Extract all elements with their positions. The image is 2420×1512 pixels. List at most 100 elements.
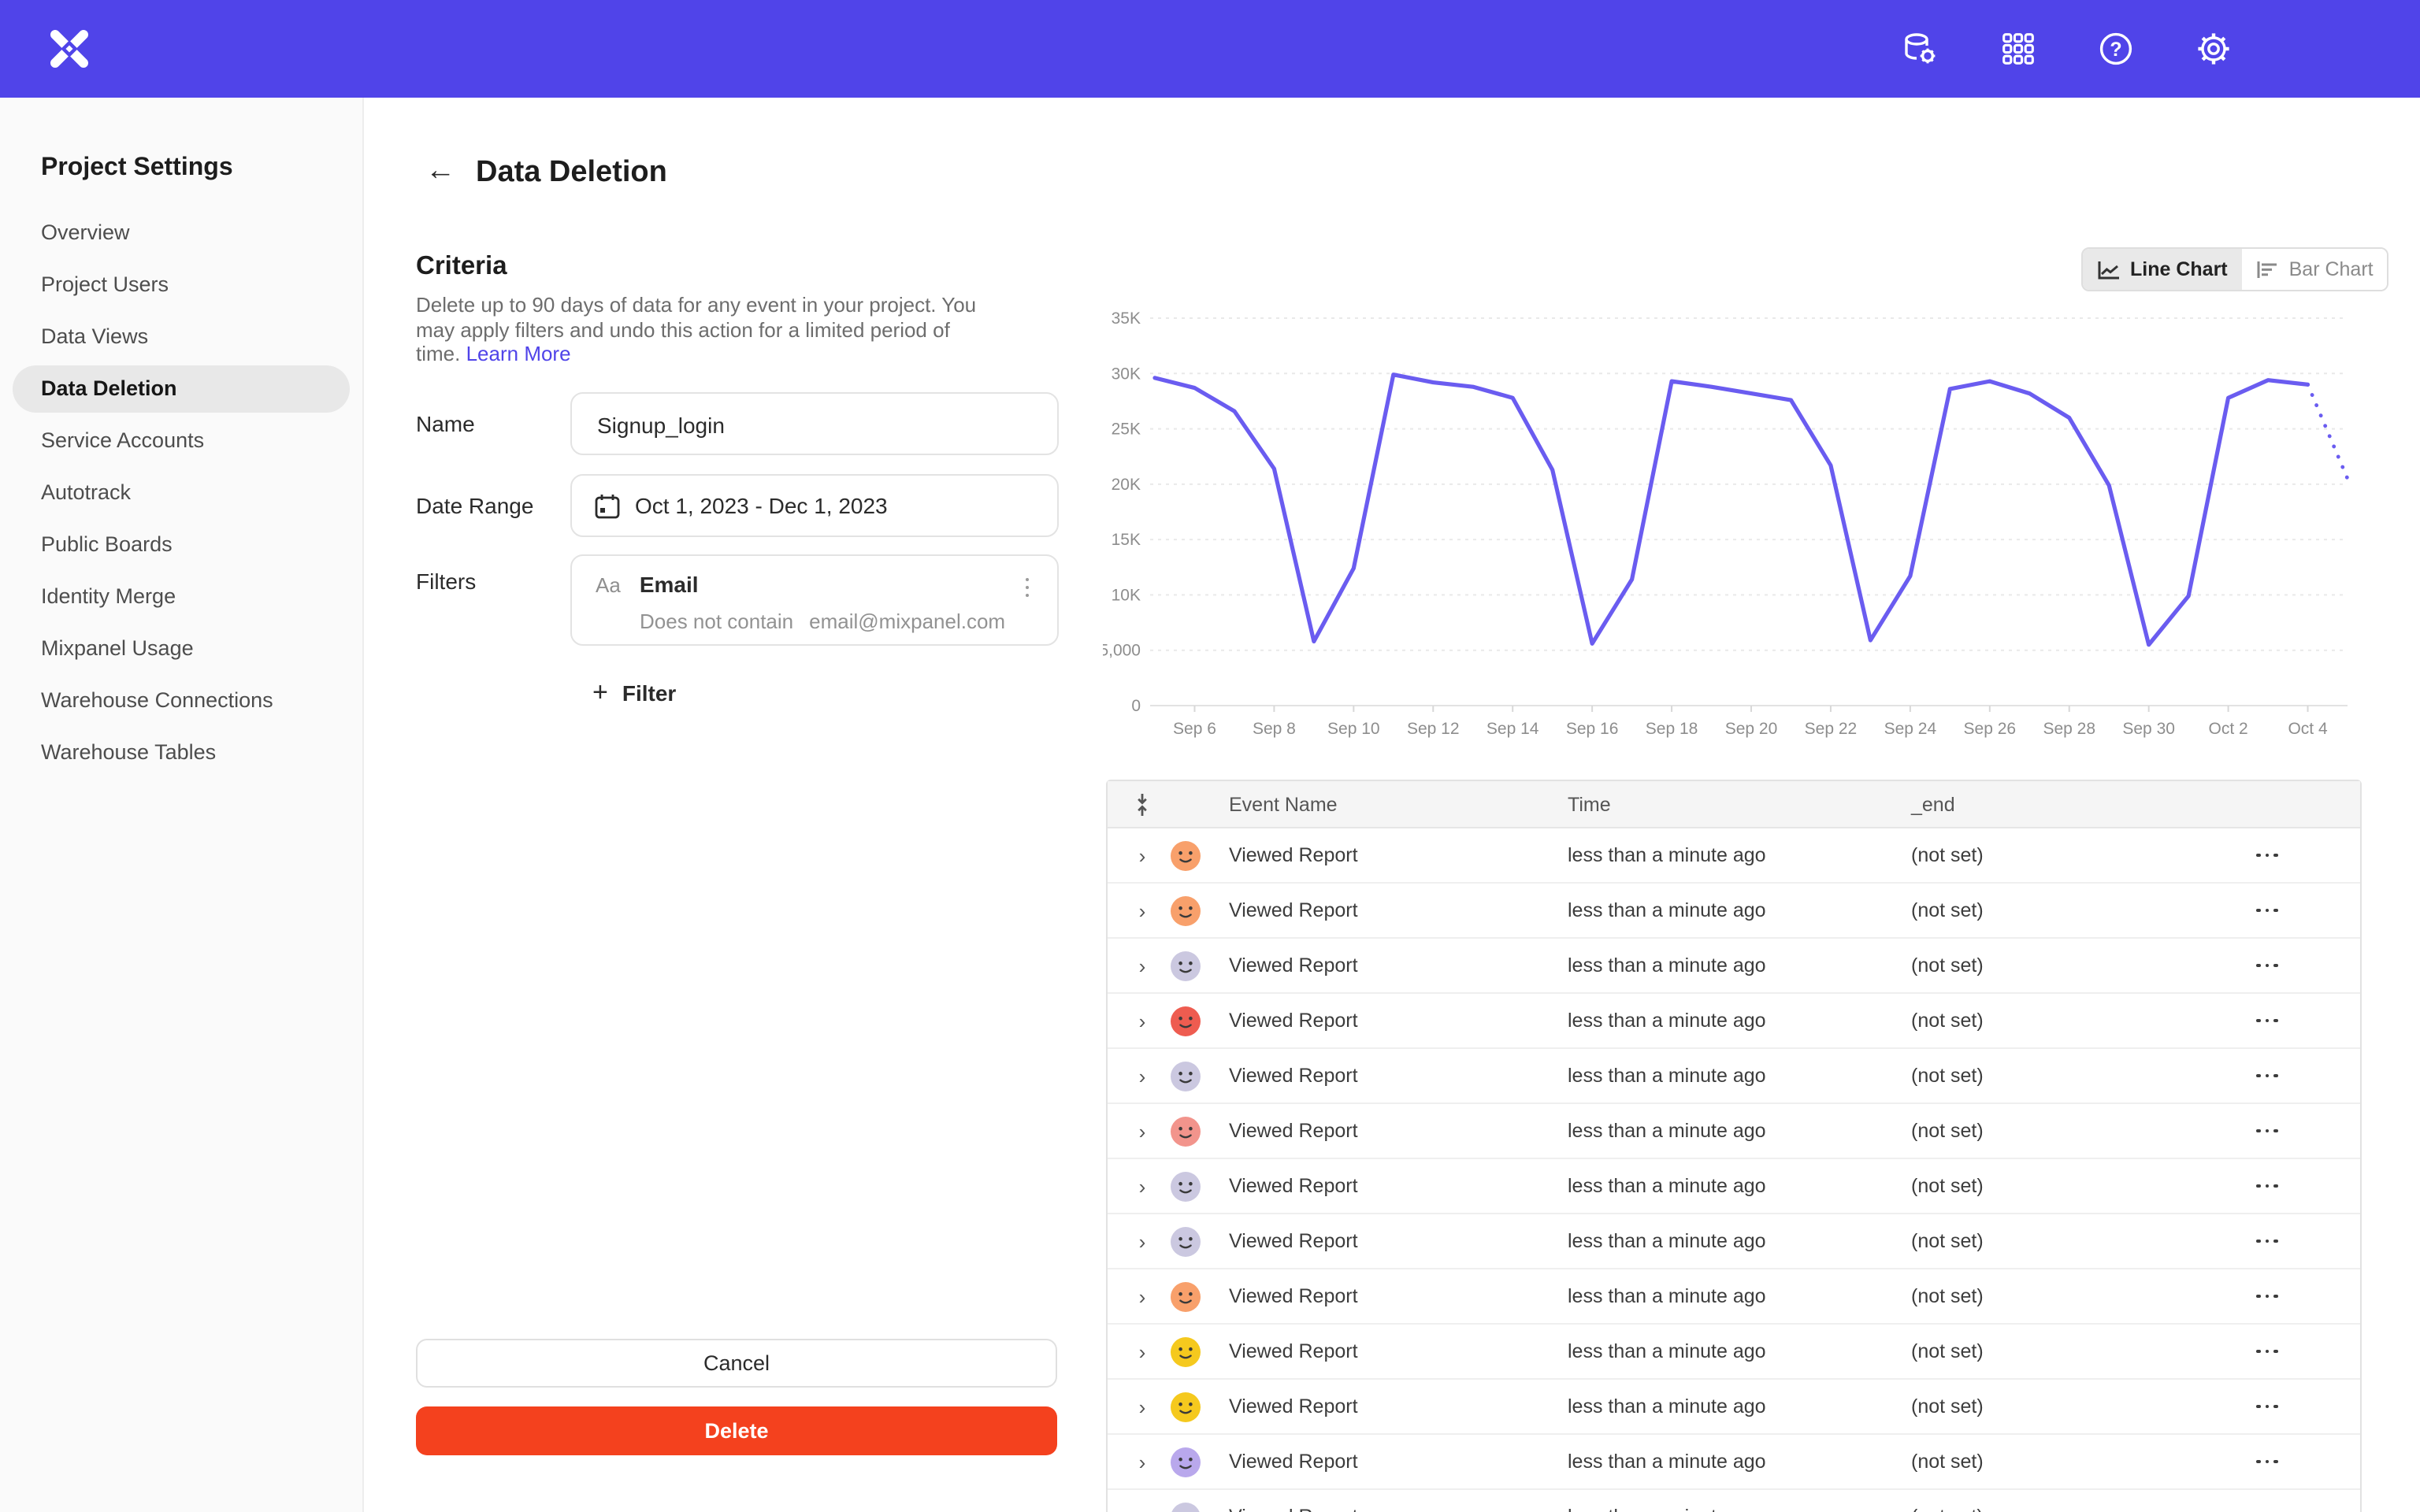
filter-value[interactable]: email@mixpanel.com	[809, 610, 1006, 633]
filter-card[interactable]: Aa Email Does not contain email@mixpanel…	[570, 554, 1059, 646]
y-axis-tick-label: 0	[1131, 697, 1141, 715]
table-header-row: Event Name Time _end	[1108, 781, 2360, 828]
row-actions-icon[interactable]	[2239, 884, 2296, 937]
column-header-event-name[interactable]: Event Name	[1229, 793, 1338, 815]
x-axis-tick-label: Oct 2	[2209, 720, 2248, 738]
expand-row-chevron-icon[interactable]: ›	[1138, 899, 1146, 922]
help-icon[interactable]: ?	[2095, 28, 2136, 69]
sidebar-item-overview[interactable]: Overview	[41, 220, 130, 244]
add-filter-button[interactable]: + Filter	[592, 677, 676, 709]
filter-kebab-menu-icon[interactable]	[1013, 572, 1041, 603]
y-axis-tick-label: 25K	[1112, 421, 1141, 439]
data-connections-icon[interactable]	[1900, 28, 1941, 69]
name-input[interactable]: Signup_login	[570, 392, 1059, 455]
table-row: › Viewed Report less than a minute ago (no…	[1108, 1102, 2360, 1158]
sidebar-item-identity-merge[interactable]: Identity Merge	[41, 584, 176, 608]
bar-chart-toggle[interactable]: Bar Chart	[2241, 249, 2388, 290]
expand-row-chevron-icon[interactable]: ›	[1138, 843, 1146, 867]
sidebar-item-mixpanel-usage[interactable]: Mixpanel Usage	[41, 636, 194, 660]
plus-icon: +	[592, 677, 608, 707]
row-actions-icon[interactable]	[2239, 1490, 2296, 1512]
learn-more-link[interactable]: Learn More	[466, 342, 571, 365]
sort-rows-icon[interactable]	[1126, 781, 1158, 827]
time-cell: less than a minute ago	[1568, 844, 1766, 866]
row-actions-icon[interactable]	[2239, 1435, 2296, 1488]
expand-row-chevron-icon[interactable]: ›	[1138, 1340, 1146, 1363]
delete-button[interactable]: Delete	[416, 1406, 1057, 1455]
line-chart-toggle-label: Line Chart	[2130, 258, 2228, 280]
row-actions-icon[interactable]	[2239, 1159, 2296, 1213]
name-label: Name	[416, 411, 475, 436]
expand-row-chevron-icon[interactable]: ›	[1138, 1064, 1146, 1088]
y-axis-tick-label: 15K	[1112, 531, 1141, 549]
end-cell: (not set)	[1911, 954, 1984, 976]
time-cell: less than a minute ago	[1568, 1230, 1766, 1252]
expand-row-chevron-icon[interactable]: ›	[1138, 1284, 1146, 1308]
criteria-description: Delete up to 90 days of data for any eve…	[416, 293, 980, 366]
sidebar-item-data-views[interactable]: Data Views	[41, 324, 149, 348]
date-range-input[interactable]: Oct 1, 2023 - Dec 1, 2023	[570, 474, 1059, 537]
user-avatar	[1171, 1006, 1201, 1036]
row-actions-icon[interactable]	[2239, 1049, 2296, 1102]
end-cell: (not set)	[1911, 1065, 1984, 1087]
row-actions-icon[interactable]	[2239, 994, 2296, 1047]
time-cell: less than a minute ago	[1568, 1010, 1766, 1032]
line-chart-toggle[interactable]: Line Chart	[2083, 249, 2242, 290]
y-axis-tick-label: 10K	[1112, 586, 1141, 604]
table-row: › Viewed Report less than a minute ago (no…	[1108, 1323, 2360, 1378]
expand-row-chevron-icon[interactable]: ›	[1138, 1009, 1146, 1032]
expand-row-chevron-icon[interactable]: ›	[1138, 1395, 1146, 1418]
apps-grid-icon[interactable]	[1998, 28, 2039, 69]
event-name-cell: Viewed Report	[1229, 1490, 1358, 1512]
expand-row-chevron-icon[interactable]: ›	[1138, 1229, 1146, 1253]
x-axis-tick-label: Sep 18	[1646, 720, 1698, 738]
time-cell: less than a minute ago	[1568, 1175, 1766, 1197]
expand-row-chevron-icon[interactable]: ›	[1126, 1490, 1158, 1512]
row-actions-icon[interactable]	[2239, 939, 2296, 992]
row-actions-icon[interactable]	[2239, 1269, 2296, 1323]
settings-gear-icon[interactable]	[2193, 28, 2234, 69]
table-row: › Viewed Report less than a minute ago (no…	[1108, 828, 2360, 882]
expand-row-chevron-icon[interactable]: ›	[1138, 954, 1146, 977]
expand-row-chevron-icon[interactable]: ›	[1138, 1119, 1146, 1143]
user-avatar	[1171, 840, 1201, 870]
row-actions-icon[interactable]	[2239, 1214, 2296, 1268]
events-table: Event Name Time _end › Viewed Report less…	[1106, 780, 2362, 1512]
user-avatar	[1171, 951, 1201, 980]
sidebar-item-warehouse-tables[interactable]: Warehouse Tables	[41, 740, 217, 764]
sidebar-item-autotrack[interactable]: Autotrack	[41, 480, 132, 504]
y-axis-tick-label: 35K	[1112, 309, 1141, 328]
sidebar-item-data-deletion[interactable]: Data Deletion	[13, 365, 350, 413]
cancel-button[interactable]: Cancel	[416, 1339, 1057, 1388]
time-cell: less than a minute ago	[1568, 1451, 1766, 1473]
date-range-value: Oct 1, 2023 - Dec 1, 2023	[635, 493, 888, 518]
mixpanel-logo-icon[interactable]	[47, 27, 91, 71]
row-actions-icon[interactable]	[2239, 1104, 2296, 1158]
user-avatar	[1171, 1226, 1201, 1256]
back-arrow-icon[interactable]: ←	[425, 154, 455, 187]
row-actions-icon[interactable]	[2239, 828, 2296, 882]
end-cell: (not set)	[1911, 1285, 1984, 1307]
expand-row-chevron-icon[interactable]: ›	[1138, 1174, 1146, 1198]
sidebar-item-project-users[interactable]: Project Users	[41, 272, 169, 296]
row-actions-icon[interactable]	[2239, 1380, 2296, 1433]
page-title: Data Deletion	[476, 156, 667, 189]
end-cell: (not set)	[1911, 1395, 1984, 1418]
filter-operator[interactable]: Does not contain	[640, 610, 794, 633]
time-cell: less than a minute ago	[1568, 1340, 1766, 1362]
row-actions-icon[interactable]	[2239, 1325, 2296, 1378]
expand-row-chevron-icon[interactable]: ›	[1138, 1450, 1146, 1473]
column-header-end[interactable]: _end	[1911, 793, 1955, 815]
svg-text:?: ?	[2110, 39, 2121, 61]
user-avatar	[1171, 1116, 1201, 1146]
user-avatar	[1171, 895, 1201, 925]
event-name-cell: Viewed Report	[1229, 1395, 1358, 1418]
sidebar-item-public-boards[interactable]: Public Boards	[41, 532, 173, 556]
sidebar-item-warehouse-connections[interactable]: Warehouse Connections	[41, 688, 273, 712]
end-cell: (not set)	[1911, 1230, 1984, 1252]
sidebar-item-service-accounts[interactable]: Service Accounts	[41, 428, 205, 452]
add-filter-label: Filter	[622, 680, 677, 706]
user-avatar	[1171, 1447, 1201, 1477]
column-header-time[interactable]: Time	[1568, 793, 1611, 815]
filter-property: Email	[639, 572, 699, 597]
